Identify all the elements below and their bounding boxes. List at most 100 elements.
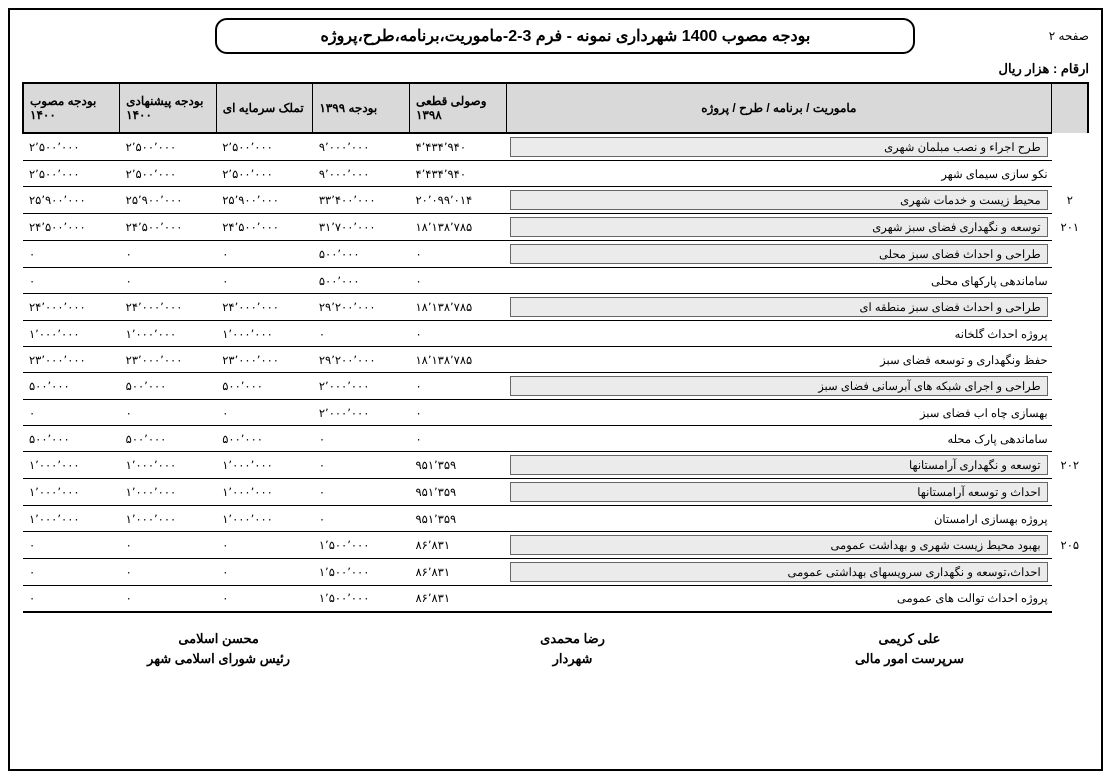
cell-c2: ۹٬۰۰۰٬۰۰۰ — [313, 161, 410, 187]
cell-c3: ۰ — [216, 241, 313, 268]
cell-c5: ۱٬۰۰۰٬۰۰۰ — [23, 452, 120, 479]
cell-c2: ۱٬۵۰۰٬۰۰۰ — [313, 586, 410, 612]
cell-c2: ۰ — [313, 426, 410, 452]
cell-c1: ۲۰٬۰۹۹٬۰۱۴ — [409, 187, 506, 214]
table-row: طراحی و اجرای شبکه های آبرسانی فضای سبز۰… — [23, 373, 1088, 400]
cell-c3: ۱٬۰۰۰٬۰۰۰ — [216, 506, 313, 532]
sig-name: علی کریمی — [855, 631, 964, 647]
cell-c3: ۰ — [216, 559, 313, 586]
cell-c5: ۰ — [23, 268, 120, 294]
cell-desc: ساماندهی پارک محله — [506, 426, 1052, 452]
cell-c4: ۲٬۵۰۰٬۰۰۰ — [120, 133, 217, 161]
cell-c4: ۰ — [120, 532, 217, 559]
cell-c2: ۵۰۰٬۰۰۰ — [313, 241, 410, 268]
cell-c4: ۱٬۰۰۰٬۰۰۰ — [120, 321, 217, 347]
cell-c3: ۱٬۰۰۰٬۰۰۰ — [216, 452, 313, 479]
cell-c1: ۰ — [409, 241, 506, 268]
cell-c4: ۱٬۰۰۰٬۰۰۰ — [120, 506, 217, 532]
table-row: ۲۰۱توسعه و نگهداری فضای سبز شهری۱۸٬۱۳۸٬۷… — [23, 214, 1088, 241]
cell-c3: ۱٬۰۰۰٬۰۰۰ — [216, 479, 313, 506]
cell-c2: ۲۹٬۲۰۰٬۰۰۰ — [313, 347, 410, 373]
cell-desc: توسعه و نگهداری آرامستانها — [506, 452, 1052, 479]
cell-c2: ۹٬۰۰۰٬۰۰۰ — [313, 133, 410, 161]
cell-desc: حفظ ونگهداری و توسعه فضای سبز — [506, 347, 1052, 373]
cell-c3: ۲۳٬۰۰۰٬۰۰۰ — [216, 347, 313, 373]
cell-c4: ۲۴٬۰۰۰٬۰۰۰ — [120, 294, 217, 321]
sig-title: رئیس شورای اسلامی شهر — [147, 651, 290, 667]
cell-c1: ۹۵۱٬۳۵۹ — [409, 452, 506, 479]
sig-name: رضا محمدی — [540, 631, 605, 647]
cell-c4: ۵۰۰٬۰۰۰ — [120, 426, 217, 452]
table-row: پروژه احداث توالت های عمومی۸۶٬۸۳۱۱٬۵۰۰٬۰… — [23, 586, 1088, 612]
cell-c2: ۰ — [313, 506, 410, 532]
cell-c5: ۲۴٬۵۰۰٬۰۰۰ — [23, 214, 120, 241]
cell-c4: ۵۰۰٬۰۰۰ — [120, 373, 217, 400]
cell-c3: ۲۴٬۵۰۰٬۰۰۰ — [216, 214, 313, 241]
cell-c5: ۰ — [23, 400, 120, 426]
cell-c4: ۰ — [120, 268, 217, 294]
cell-desc: طراحی و احداث فضای سبز محلی — [506, 241, 1052, 268]
cell-c3: ۰ — [216, 532, 313, 559]
cell-c4: ۰ — [120, 559, 217, 586]
table-row: حفظ ونگهداری و توسعه فضای سبز۱۸٬۱۳۸٬۷۸۵۲… — [23, 347, 1088, 373]
table-body: طرح اجراء و نصب مبلمان شهری۴٬۴۳۴٬۹۴۰۹٬۰۰… — [23, 133, 1088, 612]
h-code — [1052, 83, 1088, 133]
cell-c5: ۲٬۵۰۰٬۰۰۰ — [23, 161, 120, 187]
cell-c4: ۰ — [120, 586, 217, 612]
cell-c4: ۲٬۵۰۰٬۰۰۰ — [120, 161, 217, 187]
page-number: صفحه ۲ — [1049, 29, 1089, 43]
h-c1: وصولی قطعی ۱۳۹۸ — [409, 83, 506, 133]
cell-c3: ۲۵٬۹۰۰٬۰۰۰ — [216, 187, 313, 214]
cell-c2: ۰ — [313, 452, 410, 479]
cell-c1: ۸۶٬۸۳۱ — [409, 559, 506, 586]
cell-c3: ۵۰۰٬۰۰۰ — [216, 373, 313, 400]
cell-c5: ۲٬۵۰۰٬۰۰۰ — [23, 133, 120, 161]
table-row: بهسازی چاه اب فضای سبز۰۲٬۰۰۰٬۰۰۰۰۰۰ — [23, 400, 1088, 426]
cell-c1: ۱۸٬۱۳۸٬۷۸۵ — [409, 294, 506, 321]
cell-c4: ۲۵٬۹۰۰٬۰۰۰ — [120, 187, 217, 214]
cell-desc: طراحی و اجرای شبکه های آبرسانی فضای سبز — [506, 373, 1052, 400]
cell-desc: بهبود محیط زیست شهری و بهداشت عمومی — [506, 532, 1052, 559]
cell-c5: ۵۰۰٬۰۰۰ — [23, 373, 120, 400]
cell-code: ۲ — [1052, 187, 1088, 214]
cell-c1: ۱۸٬۱۳۸٬۷۸۵ — [409, 347, 506, 373]
cell-code: ۲۰۲ — [1052, 452, 1088, 479]
cell-c2: ۳۳٬۴۰۰٬۰۰۰ — [313, 187, 410, 214]
cell-desc: پروژه احداث گلخانه — [506, 321, 1052, 347]
cell-c3: ۰ — [216, 586, 313, 612]
cell-c1: ۹۵۱٬۳۵۹ — [409, 506, 506, 532]
table-row: طراحی و احداث فضای سبز محلی۰۵۰۰٬۰۰۰۰۰۰ — [23, 241, 1088, 268]
cell-c5: ۲۴٬۰۰۰٬۰۰۰ — [23, 294, 120, 321]
cell-code — [1052, 559, 1088, 586]
cell-c3: ۲٬۵۰۰٬۰۰۰ — [216, 133, 313, 161]
cell-c1: ۸۶٬۸۳۱ — [409, 586, 506, 612]
cell-code — [1052, 347, 1088, 373]
cell-code — [1052, 426, 1088, 452]
h-c3: تملک سرمایه ای — [216, 83, 313, 133]
cell-c1: ۹۵۱٬۳۵۹ — [409, 479, 506, 506]
cell-c3: ۱٬۰۰۰٬۰۰۰ — [216, 321, 313, 347]
cell-c5: ۰ — [23, 241, 120, 268]
cell-c5: ۱٬۰۰۰٬۰۰۰ — [23, 479, 120, 506]
cell-c1: ۴٬۴۳۴٬۹۴۰ — [409, 133, 506, 161]
cell-code — [1052, 400, 1088, 426]
sig-block: رضا محمدی شهردار — [540, 631, 605, 667]
table-row: پروژه بهسازی ارامستان۹۵۱٬۳۵۹۰۱٬۰۰۰٬۰۰۰۱٬… — [23, 506, 1088, 532]
cell-c1: ۰ — [409, 400, 506, 426]
cell-c2: ۳۱٬۷۰۰٬۰۰۰ — [313, 214, 410, 241]
cell-desc: نکو سازی سیمای شهر — [506, 161, 1052, 187]
cell-c4: ۲۳٬۰۰۰٬۰۰۰ — [120, 347, 217, 373]
cell-c1: ۴٬۴۳۴٬۹۴۰ — [409, 161, 506, 187]
cell-code — [1052, 294, 1088, 321]
table-row: احداث،توسعه و نگهداری سرویسهای بهداشتی ع… — [23, 559, 1088, 586]
table-row: نکو سازی سیمای شهر۴٬۴۳۴٬۹۴۰۹٬۰۰۰٬۰۰۰ ۲٬۵۰… — [23, 161, 1088, 187]
sig-title: سرپرست امور مالی — [855, 651, 964, 667]
budget-table: ماموریت / برنامه / طرح / پروژه وصولی قطع… — [22, 82, 1089, 613]
cell-c4: ۰ — [120, 241, 217, 268]
cell-c5: ۵۰۰٬۰۰۰ — [23, 426, 120, 452]
cell-c1: ۱۸٬۱۳۸٬۷۸۵ — [409, 214, 506, 241]
cell-code: ۲۰۵ — [1052, 532, 1088, 559]
cell-c2: ۲۹٬۲۰۰٬۰۰۰ — [313, 294, 410, 321]
cell-desc: احداث و توسعه آرامستانها — [506, 479, 1052, 506]
cell-desc: محیط زیست و خدمات شهری — [506, 187, 1052, 214]
